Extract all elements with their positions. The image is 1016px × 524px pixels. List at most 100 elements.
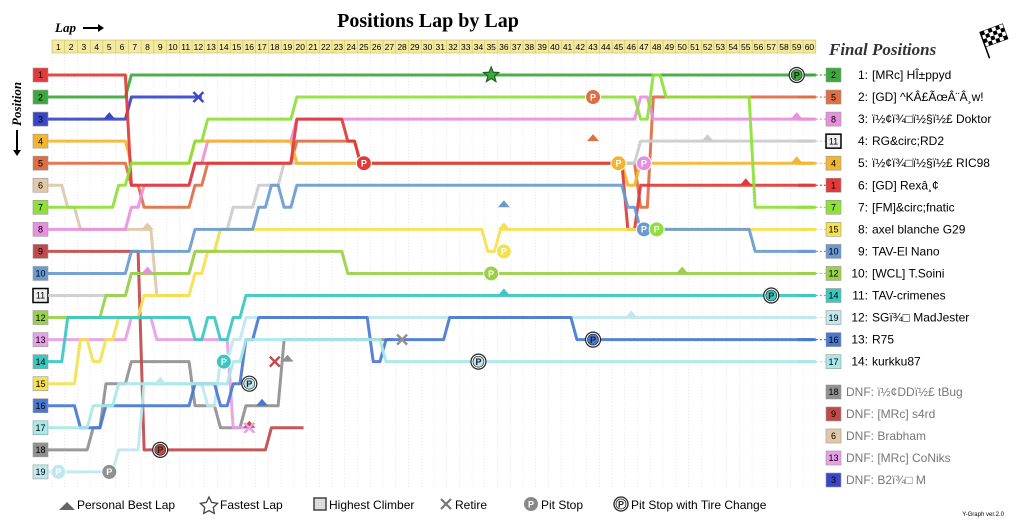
lap-tick-label: 59 [792,42,802,52]
lap-tick-label: 24 [346,42,356,52]
legend-retire: Retire [440,498,487,512]
svg-text:P: P [528,500,534,510]
dnf-row: 3 DNF: B2ï¾□ M [825,472,926,488]
lap-tick-label: 22 [321,42,331,52]
svg-text:Position: Position [9,82,24,126]
lap-tick-label: 60 [805,42,815,52]
lap-tick-label: 12 [194,42,204,52]
dnf-row: 18 DNF: ï½¢DDï½£ tBug [825,384,963,400]
result-row: 5 2: [GD] ^KÂ£ÃœÂ¨Â¸w! [825,89,984,105]
position-label: 18 [35,445,45,455]
lap-tick-label: 55 [741,42,751,52]
lap-tick-label: 2 [69,42,74,52]
lap-tick-label: 13 [206,42,216,52]
personal-best-marker [790,112,803,120]
lap-tick-label: 9 [158,42,163,52]
position-label: 5 [38,158,43,168]
lap-tick-label: 17 [257,42,267,52]
result-driver-name: SGï¾□ MadJester [872,311,969,325]
svg-text:P: P [106,467,112,477]
position-label: 17 [35,423,45,433]
retire-marker [192,91,205,103]
result-row: 14 11: TAV-crimenes [825,288,946,303]
pit-stop-marker: P [50,463,67,480]
credit-text: Y-Graph ver.2.0 [962,512,1004,518]
svg-text:P: P [618,500,624,510]
result-row: 7 7: [FM]&circ;fnatic [825,200,955,215]
lap-tick-label: 48 [652,42,662,52]
lap-tick-label: 41 [563,42,573,52]
result-driver-name: RG&circ;RD2 [872,134,944,148]
pit-stop-tire-marker: P [788,66,805,84]
result-driver-name: [GD] Rexâ¸¢ [872,178,939,192]
result-grid-label: 17 [828,357,838,367]
result-position: 11: [852,289,868,303]
svg-text:P: P [590,335,596,345]
lap-tick-label: 47 [639,42,649,52]
result-grid-badge [825,310,842,325]
position-label: 12 [35,313,45,323]
svg-text:P: P [221,357,227,367]
lap-tick-label: 35 [486,42,496,52]
svg-text:P: P [641,225,647,235]
lap-tick-label: 4 [94,42,99,52]
result-grid-badge [825,89,842,105]
svg-text:P: P [246,379,252,389]
svg-text:P: P [475,357,481,367]
result-grid-badge [825,111,842,127]
pit-stop-marker: P [101,463,118,480]
lap-header: 1 2 3 4 5 6 7 8 9 10 11 12 13 14 15 16 17 18 19 20 21 22 23 24 2… [51,39,817,54]
svg-text:P: P [488,269,494,279]
pit-stop-tire-marker: P [763,287,780,304]
dnf-driver-name: DNF: ï½¢DDï½£ tBug [846,385,963,399]
result-position: 3: [858,112,868,126]
position-label: 6 [38,180,43,190]
result-position: 12: [851,311,868,325]
lap-tick-label: 31 [436,42,446,52]
lap-tick-label: 8 [145,42,150,52]
result-grid-label: 14 [828,291,838,301]
lap-tick-label: 46 [626,42,636,52]
chart-title: Positions Lap by Lap [337,10,519,32]
position-series-line [48,227,813,386]
result-grid-label: 1 [831,180,836,190]
pit-stop-marker: P [635,155,652,172]
result-driver-name: kurkku87 [872,355,921,369]
result-grid-label: 4 [831,158,836,168]
result-driver-name: [WCL] T.Soini [872,266,944,280]
personal-best-marker [587,134,600,142]
dnf-grid-badge [825,384,842,400]
personal-best-marker [141,266,154,274]
lap-tick-label: 38 [525,42,535,52]
result-position: 9: [858,244,868,258]
retire-marker [396,333,408,346]
position-series-line [48,316,253,430]
lap-tick-label: 40 [550,42,560,52]
personal-best-marker [625,310,638,318]
result-grid-badge [825,266,842,281]
position-label: 10 [35,269,45,279]
lap-tick-label: 25 [359,42,369,52]
result-driver-name: [GD] ^KÂ£ÃœÂ¨Â¸w! [872,89,984,104]
lap-tick-label: 57 [767,42,777,52]
result-position: 4: [858,134,868,148]
personal-best-marker [497,200,510,208]
lap-tick-label: 39 [537,42,547,52]
lap-tick-label: 42 [576,42,586,52]
lap-tick-label: 58 [779,42,789,52]
result-position: 2: [858,90,868,104]
position-series-line [48,249,304,452]
result-grid-label: 15 [828,225,838,235]
position-series-line [48,338,813,430]
result-position: 5: [858,156,868,170]
result-row: 4 5: ï½¢ï¾□ï½§ï½£ RIC98 [825,155,990,171]
personal-best-marker [497,222,510,230]
retire-marker [268,355,281,368]
legend-pit-stop-tire: P Pit Stop with Tire Change [613,496,767,512]
result-row: 8 3: ï½¢ï¾□ï½§ï½£ Doktor [825,111,991,127]
svg-text:P: P [590,92,596,102]
dnf-driver-name: DNF: [MRc] CoNiks [846,451,951,465]
